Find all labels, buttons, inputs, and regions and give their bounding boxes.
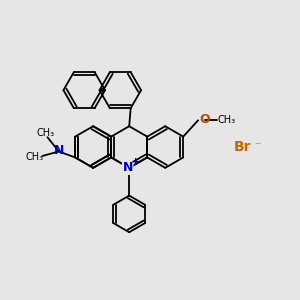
Text: +: + [131,157,140,167]
Text: O: O [200,113,210,126]
Text: ⁻: ⁻ [254,140,261,154]
Text: N: N [122,161,133,174]
Text: N: N [54,144,64,157]
Text: CH₃: CH₃ [26,152,44,162]
Text: Br: Br [233,140,251,154]
Text: CH₃: CH₃ [37,128,55,138]
Text: CH₃: CH₃ [218,115,236,125]
